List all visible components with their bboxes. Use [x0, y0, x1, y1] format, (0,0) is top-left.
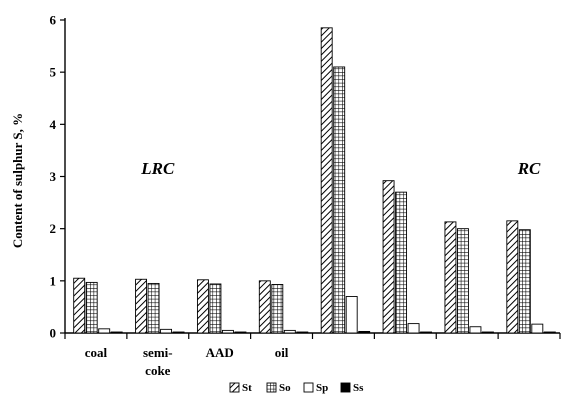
legend-swatch-so — [266, 382, 277, 393]
bar-so — [333, 66, 346, 334]
x-tick-label: semi- — [143, 345, 173, 360]
bar-ss — [420, 331, 433, 334]
x-tick-label: oil — [275, 345, 289, 360]
bar-st — [73, 277, 86, 334]
bar-sp — [283, 329, 296, 334]
bar-ss — [481, 331, 494, 334]
group-label-rc: RC — [517, 159, 541, 178]
bar-sp — [221, 329, 234, 334]
bar-st — [506, 220, 519, 334]
bar-sp — [469, 326, 482, 334]
y-axis-label: Content of sulphur S, % — [10, 113, 25, 248]
bar-so — [456, 228, 469, 334]
bar-ss — [172, 331, 185, 334]
bar-st — [320, 27, 333, 334]
bar-so — [518, 229, 531, 334]
bar-sp — [345, 296, 358, 334]
y-tick-label: 3 — [50, 169, 57, 184]
legend-label-ss: Ss — [353, 382, 364, 394]
legend-swatch-sp — [303, 382, 314, 393]
bar-ss — [358, 330, 371, 334]
bar-ss — [543, 331, 556, 334]
x-tick-label: coal — [85, 345, 108, 360]
bar-so — [85, 281, 98, 334]
bar-so — [147, 282, 160, 334]
y-tick-label: 5 — [50, 65, 57, 80]
y-tick-label: 2 — [50, 221, 57, 236]
x-tick-label: coke — [145, 363, 171, 378]
y-tick-label: 4 — [50, 117, 57, 132]
bar-st — [196, 279, 209, 334]
y-tick-label: 1 — [50, 273, 57, 288]
bar-so — [271, 284, 284, 334]
legend-swatch-ss — [340, 382, 351, 393]
bar-st — [382, 180, 395, 334]
bar-sp — [407, 323, 420, 334]
bar-ss — [296, 331, 309, 334]
group-label-lrc: LRC — [140, 159, 175, 178]
y-tick-label: 0 — [50, 326, 57, 341]
bar-ss — [110, 331, 123, 334]
legend-swatch-st — [229, 382, 240, 393]
bar-sp — [98, 328, 111, 334]
bar-so — [395, 191, 408, 334]
bar-st — [135, 278, 148, 334]
bar-st — [444, 221, 457, 334]
legend-label-so: So — [279, 382, 291, 394]
bar-ss — [234, 331, 247, 334]
bar-sp — [531, 323, 544, 334]
bar-so — [209, 283, 222, 334]
legend-label-st: St — [242, 382, 252, 394]
bar-st — [258, 280, 271, 334]
legend-label-sp: Sp — [316, 382, 328, 394]
y-tick-label: 6 — [50, 13, 57, 28]
bar-sp — [160, 328, 173, 334]
x-tick-label: AAD — [206, 345, 234, 360]
